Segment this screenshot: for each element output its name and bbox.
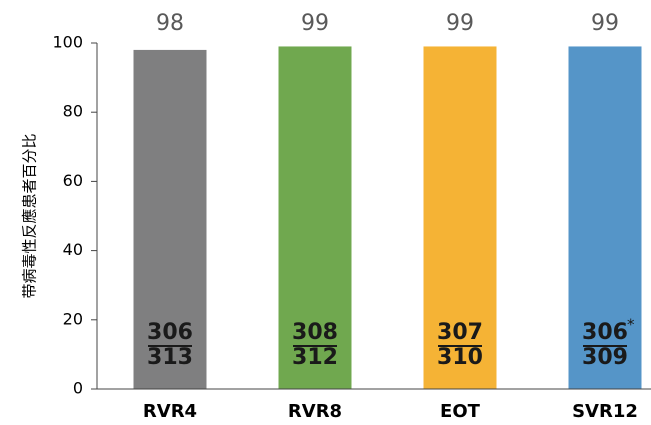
y-tick-label: 60: [63, 171, 83, 190]
y-tick-label: 100: [52, 33, 83, 52]
x-tick-label: RVR8: [288, 401, 342, 422]
fraction-numerator: 306: [582, 320, 628, 345]
value-label: 99: [446, 11, 474, 36]
value-label: 99: [301, 11, 329, 36]
y-axis-label: 带病毒性反應患者百分比: [21, 133, 39, 298]
x-tick-label: RVR4: [143, 401, 197, 422]
value-label: 99: [591, 11, 619, 36]
fraction-denominator: 312: [292, 345, 338, 370]
bar: [278, 46, 352, 390]
value-label: 98: [156, 11, 184, 36]
y-tick-label: 0: [73, 379, 83, 398]
y-tick-label: 20: [63, 309, 83, 328]
bar: [133, 49, 207, 390]
fraction-denominator: 309: [582, 345, 628, 370]
fraction-mark: *: [627, 316, 635, 334]
fraction-denominator: 313: [147, 345, 193, 370]
fraction-numerator: 306: [147, 320, 193, 345]
fraction-numerator: 308: [292, 320, 338, 345]
y-tick-label: 40: [63, 240, 83, 259]
bar: [423, 46, 497, 390]
x-tick-label: EOT: [440, 401, 481, 422]
bar: [568, 46, 642, 390]
fraction-denominator: 310: [437, 345, 483, 370]
y-tick-label: 80: [63, 102, 83, 121]
fraction-numerator: 307: [437, 320, 483, 345]
x-tick-label: SVR12: [572, 401, 638, 422]
